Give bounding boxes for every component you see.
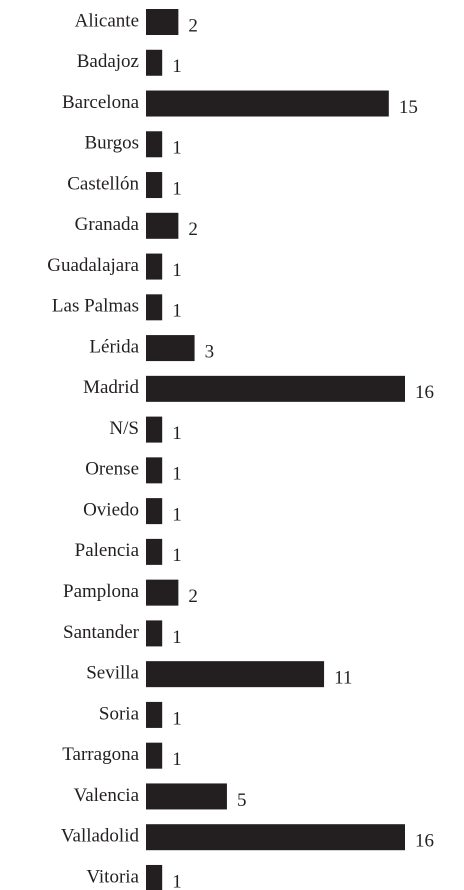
category-label: Castellón [67, 173, 139, 194]
bar [146, 864, 163, 890]
value-label: 3 [205, 341, 215, 362]
value-label: 11 [334, 668, 352, 689]
value-label: 1 [172, 301, 182, 322]
value-label: 1 [172, 423, 182, 444]
value-label: 2 [188, 219, 198, 240]
value-label: 1 [172, 627, 182, 648]
category-label: Valencia [74, 785, 140, 806]
bar [146, 538, 163, 565]
category-label: Granada [75, 214, 140, 235]
value-label: 1 [172, 138, 182, 159]
bar [146, 620, 163, 647]
value-label: 1 [172, 504, 182, 525]
value-label: 5 [237, 790, 247, 811]
bar [146, 212, 179, 239]
value-label: 1 [172, 708, 182, 729]
bar [146, 579, 179, 606]
bar [146, 742, 163, 769]
value-label: 2 [188, 586, 198, 607]
value-label: 2 [188, 15, 198, 36]
value-label: 1 [172, 871, 182, 890]
category-label: Tarragona [62, 744, 139, 765]
value-label: 16 [415, 382, 434, 403]
category-label: Santander [63, 622, 140, 643]
value-label: 1 [172, 260, 182, 281]
bar [146, 90, 389, 117]
category-label: Oviedo [83, 499, 139, 520]
value-label: 16 [415, 831, 434, 852]
category-label: Burgos [84, 133, 139, 154]
value-label: 1 [172, 464, 182, 485]
category-label: Vitoria [86, 866, 139, 887]
bar [146, 294, 163, 321]
category-label: Soria [99, 703, 140, 724]
value-label: 1 [172, 56, 182, 77]
bar [146, 701, 163, 728]
bar [146, 253, 163, 280]
bar [146, 783, 227, 810]
category-label: Barcelona [62, 92, 140, 113]
category-label: Las Palmas [52, 296, 139, 317]
category-label: Palencia [75, 540, 140, 561]
bar [146, 49, 163, 76]
bar [146, 172, 163, 199]
category-label: Valladolid [61, 826, 140, 847]
bar [146, 416, 163, 443]
category-label: Sevilla [86, 663, 139, 684]
bar [146, 498, 163, 525]
category-label: Alicante [75, 10, 139, 31]
value-label: 1 [172, 545, 182, 566]
bar [146, 661, 325, 688]
bar [146, 335, 195, 362]
bar [146, 9, 179, 35]
category-label: N/S [109, 418, 139, 439]
category-label: Pamplona [63, 581, 140, 602]
bar [146, 375, 405, 402]
bar [146, 457, 163, 484]
category-label: Guadalajara [47, 255, 139, 276]
value-label: 1 [172, 178, 182, 199]
category-label: Lérida [89, 336, 139, 357]
bar [146, 824, 405, 851]
category-label: Madrid [83, 377, 139, 398]
value-label: 15 [399, 97, 418, 118]
category-label: Badajoz [77, 51, 139, 72]
bar [146, 131, 163, 158]
value-label: 1 [172, 749, 182, 770]
category-label: Orense [85, 459, 139, 480]
